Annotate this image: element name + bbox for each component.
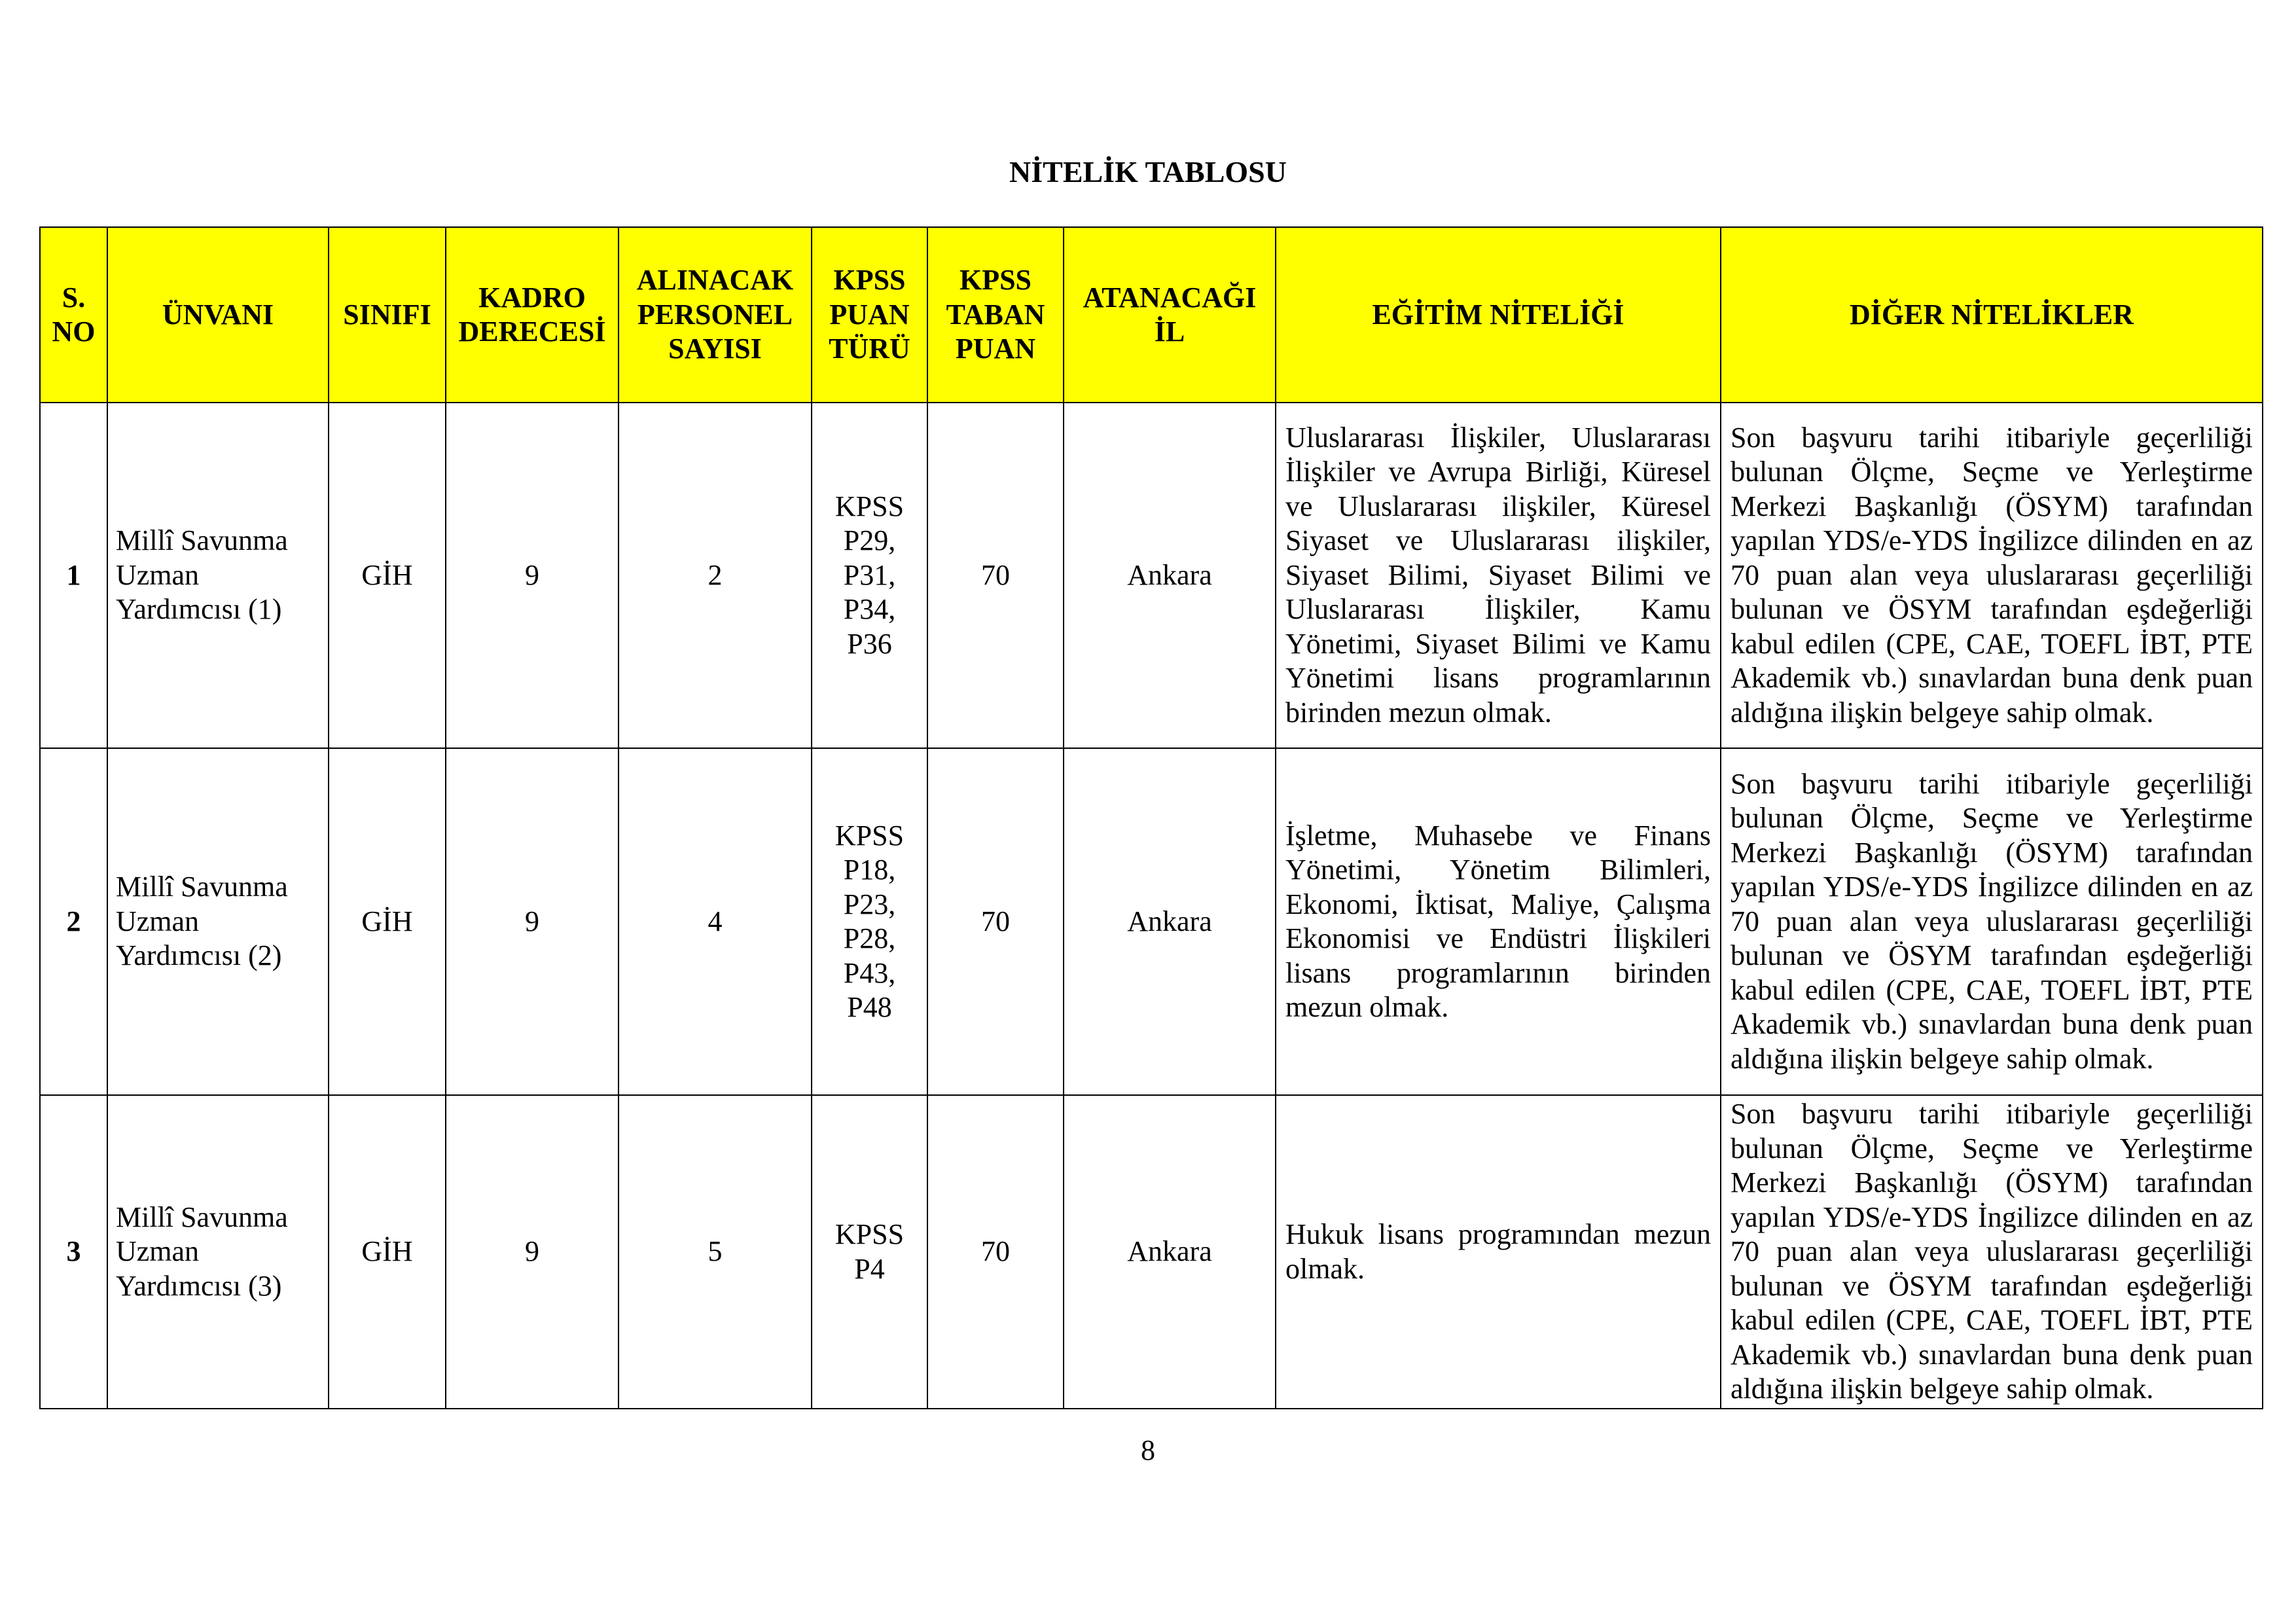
table-row: 2 Millî Savunma Uzman Yardımcısı (2) GİH…: [39, 748, 2263, 1096]
header-il: ATANACAĞI İL: [1063, 226, 1276, 403]
cell-egitim: Uluslararası İlişkiler, Uluslararası İli…: [1275, 402, 1721, 749]
cell-derece: 9: [445, 402, 619, 749]
cell-sayi: 2: [618, 402, 812, 749]
header-taban: KPSS TABAN PUAN: [927, 226, 1064, 403]
table-row: 3 Millî Savunma Uzman Yardımcısı (3) GİH…: [39, 1094, 2263, 1409]
cell-puan-turu: KPSS P29, P31, P34, P36: [811, 402, 928, 749]
header-unvan: ÜNVANI: [107, 226, 329, 403]
cell-derece: 9: [445, 1094, 619, 1409]
cell-il: Ankara: [1063, 1094, 1276, 1409]
header-diger: DİĞER NİTELİKLER: [1720, 226, 2263, 403]
cell-unvan: Millî Savunma Uzman Yardımcısı (1): [107, 402, 329, 749]
header-puan-turu: KPSS PUAN TÜRÜ: [811, 226, 928, 403]
cell-diger: Son başvuru tarihi itibariyle geçerliliğ…: [1720, 402, 2263, 749]
header-derece: KADRO DERECESİ: [445, 226, 619, 403]
cell-diger: Son başvuru tarihi itibariyle geçerliliğ…: [1720, 1094, 2263, 1409]
page-number: 8: [1141, 1434, 1155, 1466]
cell-egitim: Hukuk lisans programından mezun olmak.: [1275, 1094, 1721, 1409]
page-title: NİTELİK TABLOSU: [1009, 155, 1287, 189]
cell-taban: 70: [927, 748, 1064, 1096]
cell-il: Ankara: [1063, 402, 1276, 749]
cell-unvan: Millî Savunma Uzman Yardımcısı (3): [107, 1094, 329, 1409]
cell-no: 3: [39, 1094, 108, 1409]
cell-puan-turu: KPSS P18, P23, P28, P43, P48: [811, 748, 928, 1096]
cell-sinif: GİH: [328, 1094, 446, 1409]
cell-diger: Son başvuru tarihi itibariyle geçerliliğ…: [1720, 748, 2263, 1096]
header-sinif: SINIFI: [328, 226, 446, 403]
header-row: S. NO ÜNVANI SINIFI KADRO DERECESİ ALINA…: [39, 226, 2263, 403]
cell-sinif: GİH: [328, 748, 446, 1096]
table-row: 1 Millî Savunma Uzman Yardımcısı (1) GİH…: [39, 402, 2263, 749]
cell-unvan: Millî Savunma Uzman Yardımcısı (2): [107, 748, 329, 1096]
cell-no: 2: [39, 748, 108, 1096]
cell-puan-turu: KPSS P4: [811, 1094, 928, 1409]
header-no: S. NO: [39, 226, 108, 403]
cell-sinif: GİH: [328, 402, 446, 749]
qualification-table: S. NO ÜNVANI SINIFI KADRO DERECESİ ALINA…: [39, 226, 2263, 1409]
cell-taban: 70: [927, 1094, 1064, 1409]
cell-egitim: İşletme, Muhasebe ve Finans Yönetimi, Yö…: [1275, 748, 1721, 1096]
cell-derece: 9: [445, 748, 619, 1096]
cell-taban: 70: [927, 402, 1064, 749]
header-sayi: ALINACAK PERSONEL SAYISI: [618, 226, 812, 403]
cell-no: 1: [39, 402, 108, 749]
header-egitim: EĞİTİM NİTELİĞİ: [1275, 226, 1721, 403]
cell-sayi: 5: [618, 1094, 812, 1409]
cell-sayi: 4: [618, 748, 812, 1096]
cell-il: Ankara: [1063, 748, 1276, 1096]
